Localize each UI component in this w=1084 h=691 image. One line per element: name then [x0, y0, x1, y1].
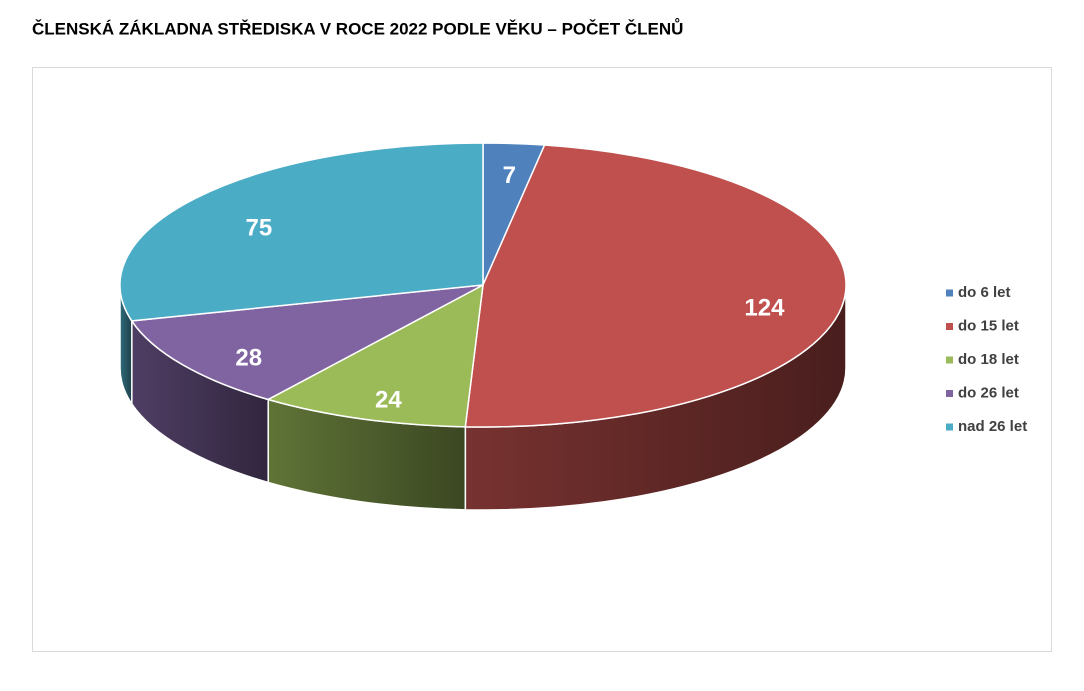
data-label: 24 — [375, 387, 402, 414]
legend-marker — [946, 289, 953, 297]
legend-label: do 18 let — [958, 351, 1019, 368]
slice — [464, 144, 847, 428]
legend-label: do 6 let — [958, 284, 1011, 301]
legend-marker — [946, 356, 953, 364]
legend-label: do 15 let — [958, 317, 1019, 334]
legend-marker — [946, 423, 953, 431]
data-label: 7 — [503, 162, 516, 189]
slice — [130, 284, 484, 401]
legend-label: do 26 let — [958, 384, 1019, 401]
chart-title: ČLENSKÁ ZÁKLADNA STŘEDISKA V ROCE 2022 P… — [32, 18, 683, 38]
data-label: 124 — [744, 294, 785, 321]
slice — [119, 142, 484, 322]
data-label: 75 — [246, 215, 273, 242]
slice — [266, 283, 484, 428]
legend-marker — [946, 323, 953, 330]
legend-label: nad 26 let — [958, 418, 1027, 435]
data-label: 28 — [235, 345, 262, 372]
legend-marker — [946, 390, 953, 397]
